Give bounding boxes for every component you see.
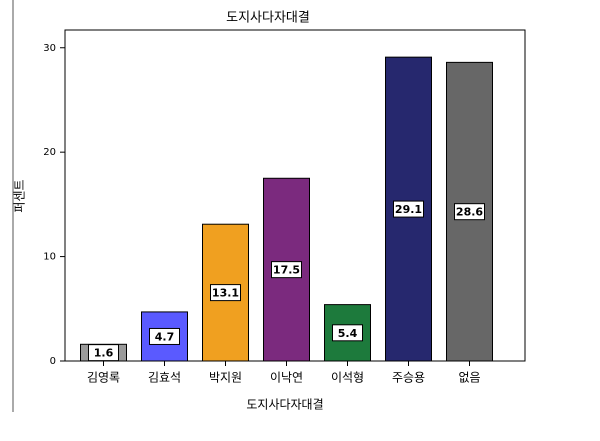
y-tick-label: 30 — [43, 43, 56, 54]
y-axis-label: 퍼센트 — [13, 179, 27, 212]
x-tick-label: 박지원 — [209, 371, 242, 385]
x-axis-label: 도지사다자대결 — [246, 398, 323, 412]
value-label: 29.1 — [395, 203, 422, 216]
value-label-box — [393, 200, 424, 218]
x-tick-label: 김영록 — [87, 371, 120, 385]
x-tick-label: 이낙연 — [270, 371, 303, 385]
value-label: 13.1 — [212, 287, 239, 300]
value-label: 17.5 — [273, 264, 300, 277]
value-label: 1.6 — [94, 347, 114, 360]
value-label-box — [88, 344, 119, 362]
x-tick-label: 없음 — [458, 371, 480, 385]
y-tick-label: 20 — [43, 147, 56, 158]
value-label: 28.6 — [456, 206, 483, 219]
chart-title: 도지사다자대결 — [226, 11, 310, 26]
value-label-box — [271, 261, 302, 279]
y-tick-label: 10 — [43, 252, 56, 263]
value-label-box — [454, 203, 485, 221]
x-tick-label: 주승용 — [392, 371, 425, 385]
value-label: 4.7 — [155, 330, 175, 343]
value-label-box — [210, 284, 241, 302]
y-tick-label: 0 — [50, 356, 56, 367]
value-label-box — [332, 324, 363, 342]
x-tick-label: 김효석 — [148, 371, 181, 385]
value-label-box — [149, 327, 180, 345]
value-label: 5.4 — [338, 327, 358, 340]
x-tick-label: 이석형 — [331, 371, 364, 385]
